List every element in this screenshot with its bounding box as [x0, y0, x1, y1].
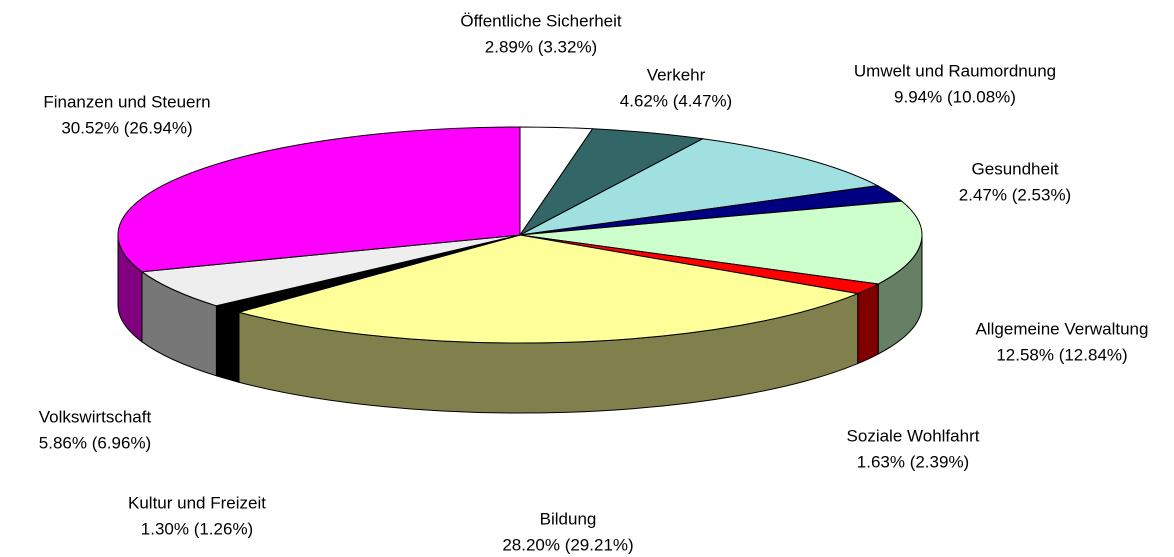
value-label: 12.58% (12.84%) [996, 345, 1127, 364]
slice-label: Finanzen und Steuern [43, 92, 210, 111]
pie-slice [117, 126, 521, 273]
pie-slice [236, 234, 860, 344]
slice-label: Soziale Wohlfahrt [847, 426, 980, 445]
value-label: 28.20% (29.21%) [502, 535, 633, 554]
value-label: 30.52% (26.94%) [61, 118, 192, 137]
pie-side [215, 305, 240, 383]
slice-label: Kultur und Freizeit [128, 493, 266, 512]
slice-label: Umwelt und Raumordnung [854, 61, 1056, 80]
slice-label: Verkehr [647, 65, 706, 84]
value-label: 1.30% (1.26%) [141, 519, 253, 538]
pie-slice [519, 138, 880, 236]
value-label: 1.63% (2.39%) [857, 452, 969, 471]
slice-label: Gesundheit [972, 159, 1059, 178]
slice-label: Volkswirtschaft [39, 407, 152, 426]
pie-side [857, 283, 879, 365]
pie-slice [140, 234, 521, 307]
value-label: 4.62% (4.47%) [620, 91, 732, 110]
value-label: 5.86% (6.96%) [39, 433, 151, 452]
value-label: 9.94% (10.08%) [894, 87, 1016, 106]
slice-label: Allgemeine Verwaltung [976, 319, 1149, 338]
value-label: 2.47% (2.53%) [959, 185, 1071, 204]
pie-slice [519, 200, 923, 285]
slice-label: Bildung [540, 509, 597, 528]
slice-label: Öffentliche Sicherheit [460, 11, 622, 30]
value-label: 2.89% (3.32%) [485, 37, 597, 56]
